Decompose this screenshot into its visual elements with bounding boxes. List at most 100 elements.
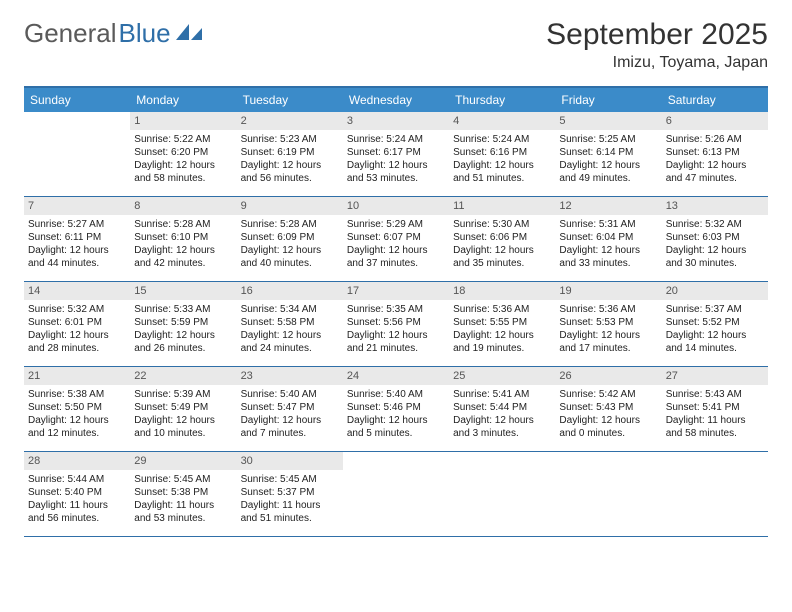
day-info-line: Sunset: 5:47 PM — [241, 401, 339, 414]
day-info-line: and 56 minutes. — [28, 512, 126, 525]
day-cell: 19Sunrise: 5:36 AMSunset: 5:53 PMDayligh… — [555, 282, 661, 366]
day-info-line: Sunrise: 5:28 AM — [241, 218, 339, 231]
day-info-line: Daylight: 12 hours — [453, 329, 551, 342]
day-cell: . — [449, 452, 555, 536]
day-header: Tuesday — [237, 88, 343, 112]
day-info-line: Sunrise: 5:31 AM — [559, 218, 657, 231]
day-cell: 11Sunrise: 5:30 AMSunset: 6:06 PMDayligh… — [449, 197, 555, 281]
day-info-line: and 28 minutes. — [28, 342, 126, 355]
title-block: September 2025 Imizu, Toyama, Japan — [546, 18, 768, 72]
day-info-line: Daylight: 12 hours — [347, 414, 445, 427]
day-info-line: Daylight: 12 hours — [559, 244, 657, 257]
day-info-line: and 40 minutes. — [241, 257, 339, 270]
day-info-line: and 58 minutes. — [666, 427, 764, 440]
day-number: 22 — [130, 367, 236, 385]
day-number: 5 — [555, 112, 661, 130]
day-cell: 12Sunrise: 5:31 AMSunset: 6:04 PMDayligh… — [555, 197, 661, 281]
day-cell: 15Sunrise: 5:33 AMSunset: 5:59 PMDayligh… — [130, 282, 236, 366]
day-info-line: Daylight: 11 hours — [28, 499, 126, 512]
day-number: 25 — [449, 367, 555, 385]
day-info-line: Daylight: 12 hours — [559, 329, 657, 342]
day-info-line: Daylight: 12 hours — [28, 329, 126, 342]
day-info-line: Sunset: 5:40 PM — [28, 486, 126, 499]
logo: GeneralBlue — [24, 18, 204, 49]
day-number: 11 — [449, 197, 555, 215]
day-info-line: Sunset: 6:07 PM — [347, 231, 445, 244]
day-cell: 21Sunrise: 5:38 AMSunset: 5:50 PMDayligh… — [24, 367, 130, 451]
day-info-line: Sunrise: 5:28 AM — [134, 218, 232, 231]
day-info-line: Daylight: 12 hours — [241, 244, 339, 257]
day-number: 28 — [24, 452, 130, 470]
day-info-line: Sunrise: 5:40 AM — [347, 388, 445, 401]
day-info-line: and 24 minutes. — [241, 342, 339, 355]
day-info-line: Sunrise: 5:45 AM — [241, 473, 339, 486]
day-number: 19 — [555, 282, 661, 300]
day-cell: . — [343, 452, 449, 536]
day-header: Friday — [555, 88, 661, 112]
day-info-line: and 21 minutes. — [347, 342, 445, 355]
day-info-line: Sunrise: 5:36 AM — [559, 303, 657, 316]
day-info-line: and 0 minutes. — [559, 427, 657, 440]
day-info-line: Sunset: 6:14 PM — [559, 146, 657, 159]
day-cell: 28Sunrise: 5:44 AMSunset: 5:40 PMDayligh… — [24, 452, 130, 536]
day-info-line: Daylight: 12 hours — [559, 159, 657, 172]
day-info-line: Sunset: 6:09 PM — [241, 231, 339, 244]
day-info-line: and 49 minutes. — [559, 172, 657, 185]
day-info-line: and 19 minutes. — [453, 342, 551, 355]
day-info-line: Sunrise: 5:41 AM — [453, 388, 551, 401]
week-row: 7Sunrise: 5:27 AMSunset: 6:11 PMDaylight… — [24, 197, 768, 282]
day-number: 30 — [237, 452, 343, 470]
day-cell: 14Sunrise: 5:32 AMSunset: 6:01 PMDayligh… — [24, 282, 130, 366]
day-info-line: Sunset: 6:10 PM — [134, 231, 232, 244]
day-info-line: and 12 minutes. — [28, 427, 126, 440]
day-number: 27 — [662, 367, 768, 385]
day-cell: 1 Sunrise: 5:22 AMSunset: 6:20 PMDaylight… — [130, 112, 236, 196]
day-info-line: Sunrise: 5:43 AM — [666, 388, 764, 401]
day-info-line: and 47 minutes. — [666, 172, 764, 185]
day-header: Sunday — [24, 88, 130, 112]
day-number: 1 — [130, 112, 236, 130]
day-info-line: Daylight: 12 hours — [666, 244, 764, 257]
day-cell: 25 Sunrise: 5:41 AMSunset: 5:44 PMDayligh… — [449, 367, 555, 451]
day-info-line: Sunset: 5:52 PM — [666, 316, 764, 329]
day-info-line: Daylight: 12 hours — [666, 159, 764, 172]
day-cell: 9 Sunrise: 5:28 AMSunset: 6:09 PMDaylight… — [237, 197, 343, 281]
day-info-line: Sunrise: 5:25 AM — [559, 133, 657, 146]
logo-text-blue: Blue — [119, 18, 171, 49]
day-info-line: Sunrise: 5:37 AM — [666, 303, 764, 316]
day-header: Monday — [130, 88, 236, 112]
day-info-line: Sunrise: 5:36 AM — [453, 303, 551, 316]
day-info-line: Sunset: 5:58 PM — [241, 316, 339, 329]
day-cell: . — [662, 452, 768, 536]
day-info-line: Daylight: 12 hours — [134, 329, 232, 342]
day-info-line: Sunset: 6:11 PM — [28, 231, 126, 244]
day-number: 13 — [662, 197, 768, 215]
day-info-line: Sunset: 5:44 PM — [453, 401, 551, 414]
day-info-line: and 10 minutes. — [134, 427, 232, 440]
day-number: 24 — [343, 367, 449, 385]
day-number: 9 — [237, 197, 343, 215]
day-info-line: Sunrise: 5:38 AM — [28, 388, 126, 401]
day-info-line: Sunrise: 5:35 AM — [347, 303, 445, 316]
day-info-line: Sunset: 5:46 PM — [347, 401, 445, 414]
day-cell: 7Sunrise: 5:27 AMSunset: 6:11 PMDaylight… — [24, 197, 130, 281]
day-info-line: Daylight: 12 hours — [134, 159, 232, 172]
day-info-line: Sunset: 6:01 PM — [28, 316, 126, 329]
day-info-line: and 53 minutes. — [134, 512, 232, 525]
day-cell: 27Sunrise: 5:43 AMSunset: 5:41 PMDayligh… — [662, 367, 768, 451]
day-info-line: Daylight: 12 hours — [453, 414, 551, 427]
day-info-line: Sunset: 6:20 PM — [134, 146, 232, 159]
day-number: 4 — [449, 112, 555, 130]
day-info-line: Daylight: 12 hours — [134, 414, 232, 427]
day-info-line: Sunrise: 5:42 AM — [559, 388, 657, 401]
day-number: 14 — [24, 282, 130, 300]
day-info-line: and 44 minutes. — [28, 257, 126, 270]
day-info-line: and 35 minutes. — [453, 257, 551, 270]
day-info-line: Sunset: 6:17 PM — [347, 146, 445, 159]
day-cell: 26Sunrise: 5:42 AMSunset: 5:43 PMDayligh… — [555, 367, 661, 451]
day-number: 2 — [237, 112, 343, 130]
day-info-line: Sunrise: 5:22 AM — [134, 133, 232, 146]
day-cell: 22Sunrise: 5:39 AMSunset: 5:49 PMDayligh… — [130, 367, 236, 451]
day-number: 18 — [449, 282, 555, 300]
day-number: 8 — [130, 197, 236, 215]
